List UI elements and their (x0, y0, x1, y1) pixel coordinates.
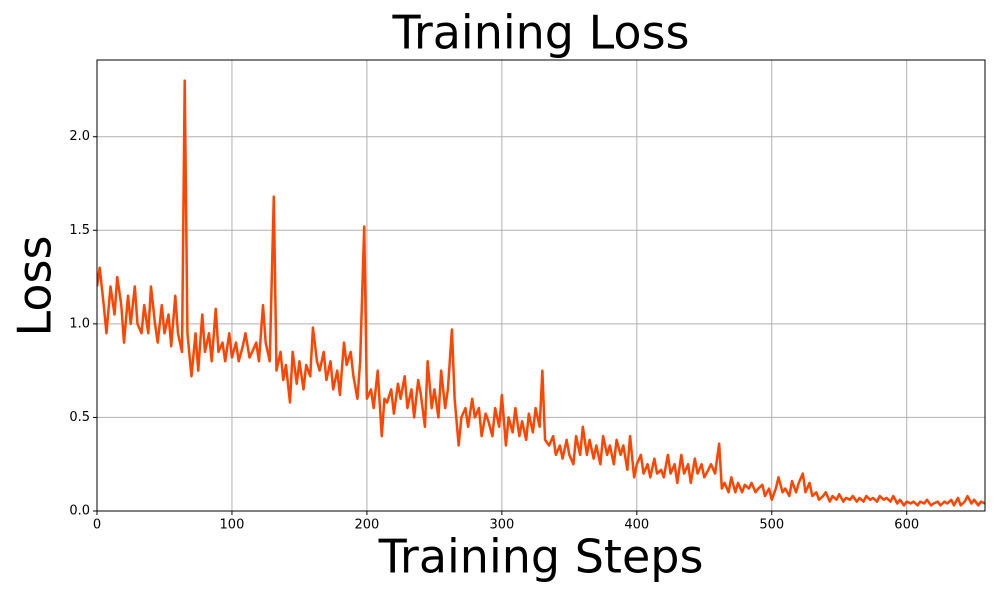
y-tick-label: 0.0 (69, 504, 90, 519)
y-tick-label: 2.0 (69, 129, 90, 144)
chart-title: Training Loss (391, 6, 689, 60)
y-tick-label: 0.5 (69, 410, 90, 425)
x-axis-label: Training Steps (378, 530, 704, 584)
plot-frame (96, 59, 986, 512)
x-tick-label: 200 (354, 518, 379, 533)
y-axis-label: Loss (8, 236, 62, 337)
x-tick-label: 300 (489, 518, 514, 533)
x-tick-label: 0 (93, 518, 101, 533)
x-tick-label: 500 (759, 518, 784, 533)
x-tick-label: 400 (624, 518, 649, 533)
loss-line (97, 79, 985, 507)
y-tick-label: 1.0 (69, 316, 90, 331)
x-tick-label: 600 (894, 518, 919, 533)
x-tick-label: 100 (220, 518, 245, 533)
y-tick-label: 1.5 (69, 223, 90, 238)
